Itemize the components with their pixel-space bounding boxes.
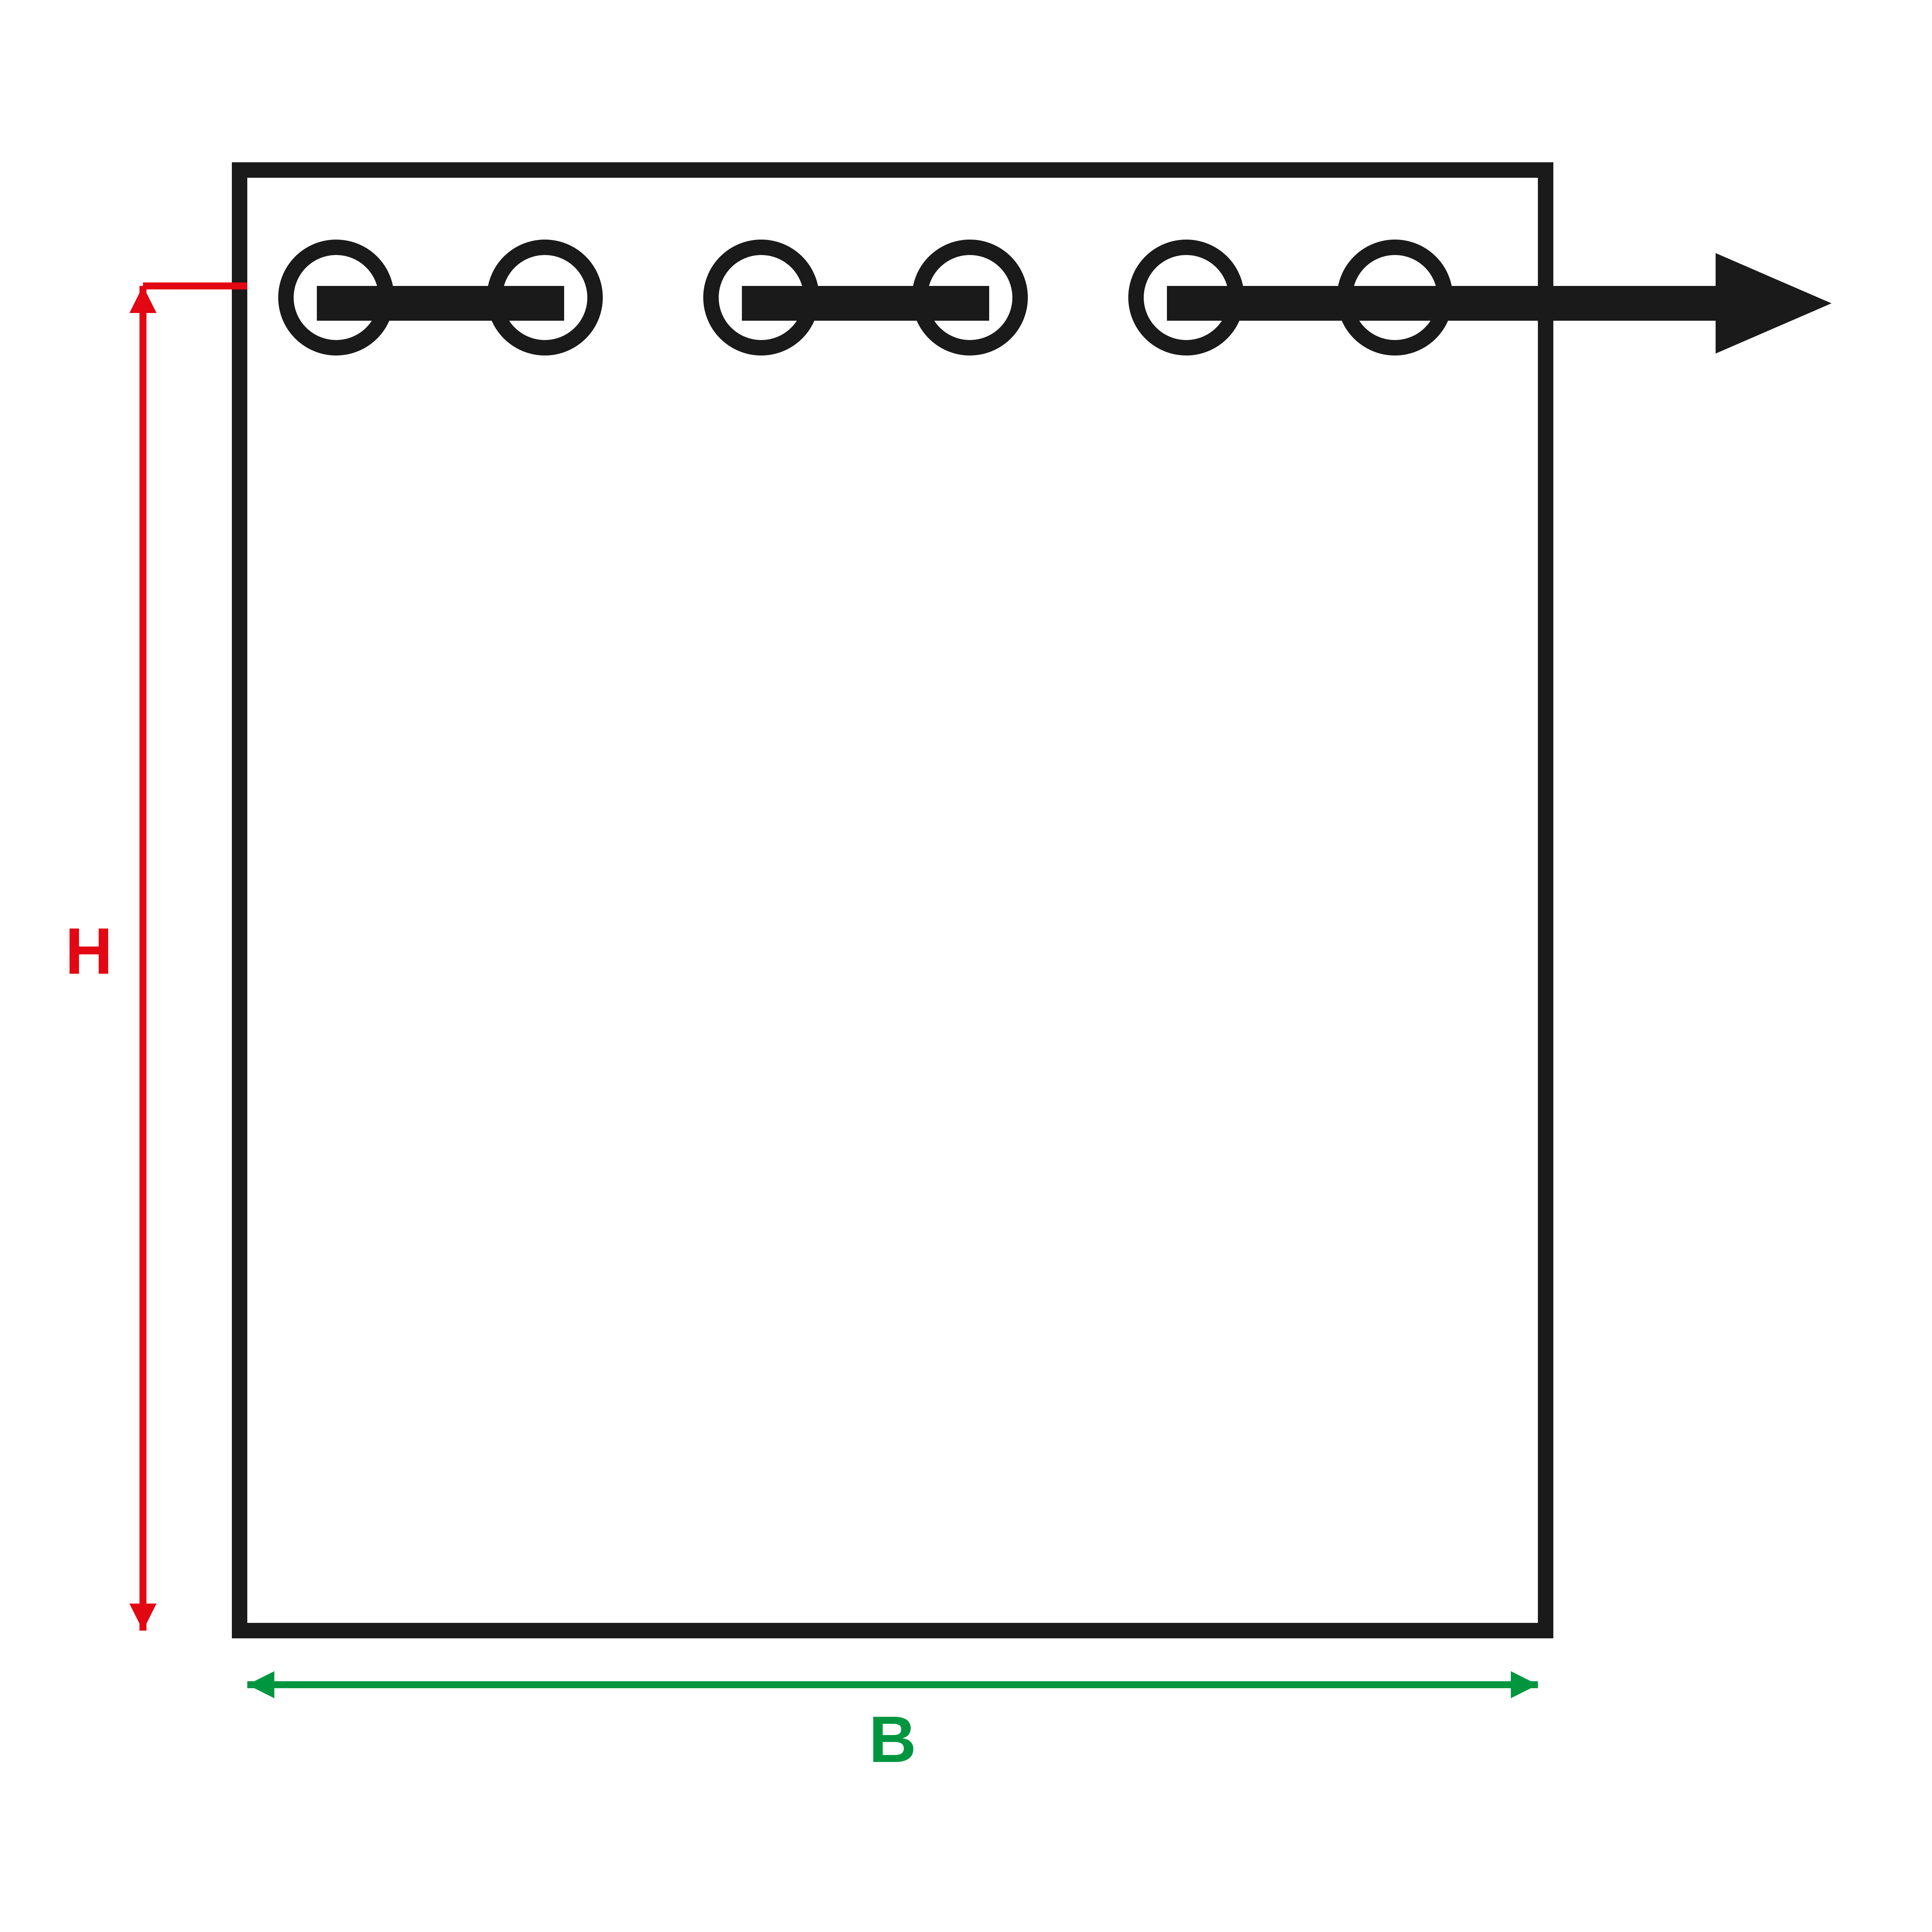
dim-h-arrow-top: [129, 286, 156, 313]
rod-segment-3: [1167, 286, 1716, 321]
dim-b-arrow-left: [247, 1671, 274, 1698]
rod-segment-2: [742, 286, 989, 321]
curtain-panel: [240, 170, 1546, 1631]
dim-b-arrow-right: [1511, 1671, 1538, 1698]
rod-segment-1: [317, 286, 564, 321]
dim-b-label: B: [869, 1703, 917, 1776]
dim-h-label: H: [65, 915, 113, 988]
rod-arrowhead: [1716, 253, 1832, 354]
dim-h-arrow-bottom: [129, 1604, 156, 1631]
